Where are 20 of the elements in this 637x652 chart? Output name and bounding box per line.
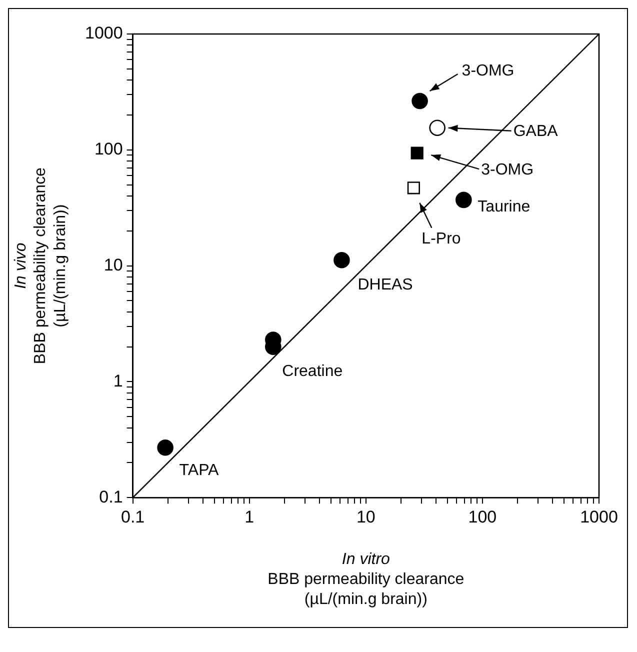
- y-axis-title: In vivo BBB permeability clearance (µL/(min.g brain)): [12, 167, 70, 364]
- annotation: GABA: [513, 123, 558, 140]
- x-tick-label: 1000: [580, 507, 618, 526]
- annotation: Creatine: [282, 363, 343, 380]
- x-tick-label: 1: [244, 507, 254, 526]
- y-tick-label: 1: [113, 371, 123, 390]
- annotation: DHEAS: [358, 276, 413, 294]
- y-tick-label: 0.1: [99, 487, 123, 506]
- y-tick-label: 10: [104, 255, 123, 274]
- x-tick-label: 10: [356, 507, 376, 526]
- x-axis-title: In vitro BBB permeability clearance (µL/(min.g brain)): [268, 551, 464, 608]
- annotation: L-Pro: [422, 230, 461, 248]
- y-tick-label: 100: [94, 140, 123, 159]
- annotation: TAPA: [179, 462, 220, 480]
- annotation: Taurine: [478, 198, 530, 216]
- x-tick-label: 100: [468, 507, 497, 526]
- y-tick-label: 1000: [84, 24, 123, 43]
- x-tick-label: 0.1: [121, 507, 145, 526]
- annotation: 3-OMG: [462, 62, 514, 80]
- annotation: 3-OMG: [481, 161, 534, 178]
